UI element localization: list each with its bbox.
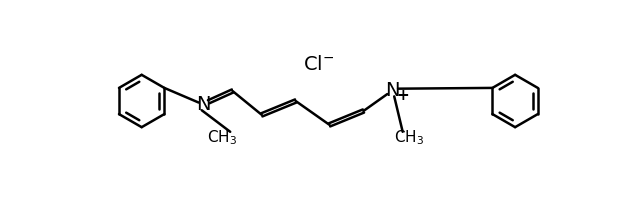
Text: CH$_3$: CH$_3$ [207, 129, 237, 147]
Text: N: N [196, 95, 211, 114]
Text: Cl$^{-}$: Cl$^{-}$ [303, 55, 334, 74]
Text: +: + [396, 88, 409, 103]
Text: N: N [385, 81, 400, 100]
Text: CH$_3$: CH$_3$ [394, 129, 424, 147]
